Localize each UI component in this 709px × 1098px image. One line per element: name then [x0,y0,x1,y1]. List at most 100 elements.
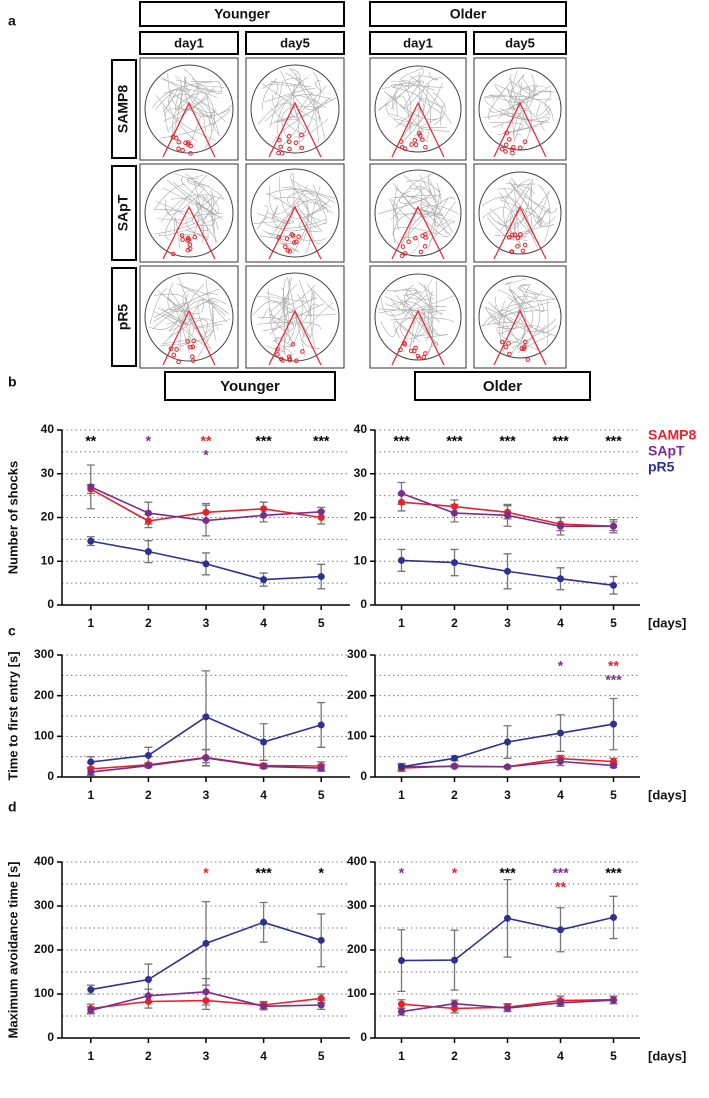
x-tick-label: 5 [610,616,617,630]
y-tick-label: 0 [360,1030,367,1044]
data-point [557,999,564,1007]
significance: * [558,658,564,674]
data-point [451,509,458,517]
shock-dot [522,139,528,145]
y-tick-label: 300 [347,898,367,912]
data-point [260,505,268,513]
x-tick-label: 2 [145,616,152,630]
shock-dot [275,346,280,352]
shock-dot [423,144,428,150]
shock-dot [275,352,280,357]
panel-label: a [8,13,16,29]
row-box [111,267,137,367]
shock-dot [294,239,299,245]
shock-dot [185,140,191,145]
x-tick-label: 3 [504,1049,511,1063]
shock-dot [503,149,508,154]
x-tick-label: 1 [398,616,405,630]
shock-dot [171,352,177,358]
shock-dot [423,351,428,356]
arena [250,168,340,258]
data-point [451,1000,458,1008]
y-tick-label: 300 [34,898,54,912]
shock-zone [162,205,216,260]
track-frame [245,163,345,263]
shock-dot [170,251,176,257]
data-point [451,559,458,567]
data-point [260,511,268,519]
data-point [610,913,617,921]
y-tick-label: 30 [354,466,368,480]
y-tick-label: 10 [354,553,368,567]
shock-dot [192,234,198,240]
track [148,276,230,359]
shock-dot [507,351,512,357]
shock-dot [411,348,417,354]
shock-dot [299,132,304,138]
shock-dot [506,235,512,240]
significance: *** [255,433,272,449]
data-point [202,997,210,1005]
shock-dot [409,142,414,147]
shock-dot [402,342,408,347]
data-point [504,511,511,519]
data-point [202,713,210,721]
y-tick-label: 200 [347,942,367,956]
shock-dot [506,137,512,142]
track [481,278,557,354]
data-point [451,1005,458,1013]
data-point [451,754,458,762]
shock-dot [418,249,424,255]
shock-dot [276,150,281,156]
data-point [610,720,617,728]
x-tick-label: 2 [451,1049,458,1063]
shock-dot [179,233,185,238]
data-point [557,758,564,766]
significance: * [203,865,209,881]
data-point [398,1000,405,1008]
shock-dot [522,344,527,350]
significance: *** [605,865,622,881]
x-tick-label: 3 [504,616,511,630]
shock-dot [289,232,295,237]
significance: * [399,865,405,881]
x-tick-label: 4 [557,616,564,630]
shock-dot [399,253,405,259]
significance: *** [393,433,410,449]
data-point [317,1001,325,1009]
arena [478,171,562,255]
data-point [87,537,95,545]
shock-dot [520,248,526,254]
data-point [260,738,268,746]
shock-dot [422,244,428,249]
shock-dot [417,131,422,136]
data-point [144,548,152,556]
arena [144,272,234,362]
x-tick-label: 5 [318,788,325,802]
shock-zone [391,309,445,366]
shock-dot [190,354,195,359]
shock-dot [398,347,403,353]
row-box [111,165,137,261]
x-tick-label: 2 [145,788,152,802]
track-frame [473,57,567,161]
track-frame [369,265,467,369]
shock-dot [413,235,418,241]
x-tick-label: 4 [260,616,267,630]
significance: ** [201,433,212,449]
shock-dot [512,232,518,238]
data-point [610,581,617,589]
shock-dot [525,357,531,362]
shock-dot [287,356,292,361]
group-title: Older [450,6,487,22]
x-tick-label: 2 [145,1049,152,1063]
arena [250,64,340,154]
y-tick-label: 300 [347,647,367,661]
shock-zone [391,101,445,158]
y-axis-label: Time to first entry [s] [5,651,20,780]
y-tick-label: 100 [34,986,54,1000]
group-box [139,1,345,27]
row-box [111,59,137,159]
shock-dot [294,358,299,364]
data-point [317,764,325,772]
